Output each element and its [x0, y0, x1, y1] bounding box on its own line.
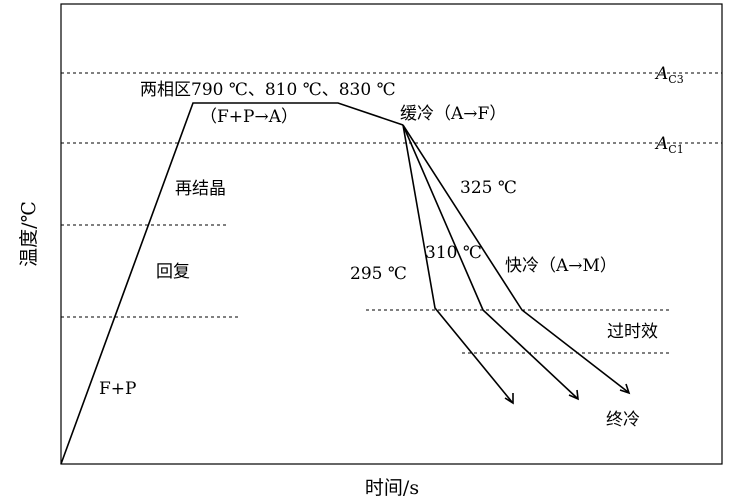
recovery-label: 回复 — [156, 262, 190, 282]
temp-295-label: 295 ℃ — [350, 264, 407, 284]
temp-325-label: 325 ℃ — [460, 178, 517, 198]
overaging-label: 过时效 — [607, 322, 658, 342]
arrow-head-295 — [504, 393, 514, 405]
arrow-head-325 — [619, 383, 631, 395]
fast-cooling-label: 快冷（A→M） — [505, 256, 617, 276]
final-cooling-label: 终冷 — [606, 410, 640, 430]
cooling-path-295 — [402, 124, 513, 403]
cooling-path-325 — [402, 124, 629, 393]
ac1-label: AC1 — [654, 134, 684, 156]
heating-and-soaking-curve — [60, 102, 404, 465]
arrow-head-310 — [568, 389, 579, 401]
fp-label: F+P — [99, 379, 136, 399]
diagram-frame — [60, 3, 723, 465]
temp-310-label: 310 ℃ — [425, 243, 482, 263]
two-phase-region-label: 两相区790 ℃、810 ℃、830 ℃ — [140, 80, 396, 100]
slow-cooling-label: 缓冷（A→F） — [400, 104, 506, 124]
ac3-label: AC3 — [654, 64, 684, 86]
x-axis-title: 时间/s — [365, 477, 419, 499]
cooling-path-310 — [402, 124, 578, 399]
recrystallization-label: 再结晶 — [175, 179, 226, 199]
y-axis-title: 温度/℃ — [18, 201, 40, 267]
fp-to-a-label: （F+P→A） — [200, 107, 298, 127]
